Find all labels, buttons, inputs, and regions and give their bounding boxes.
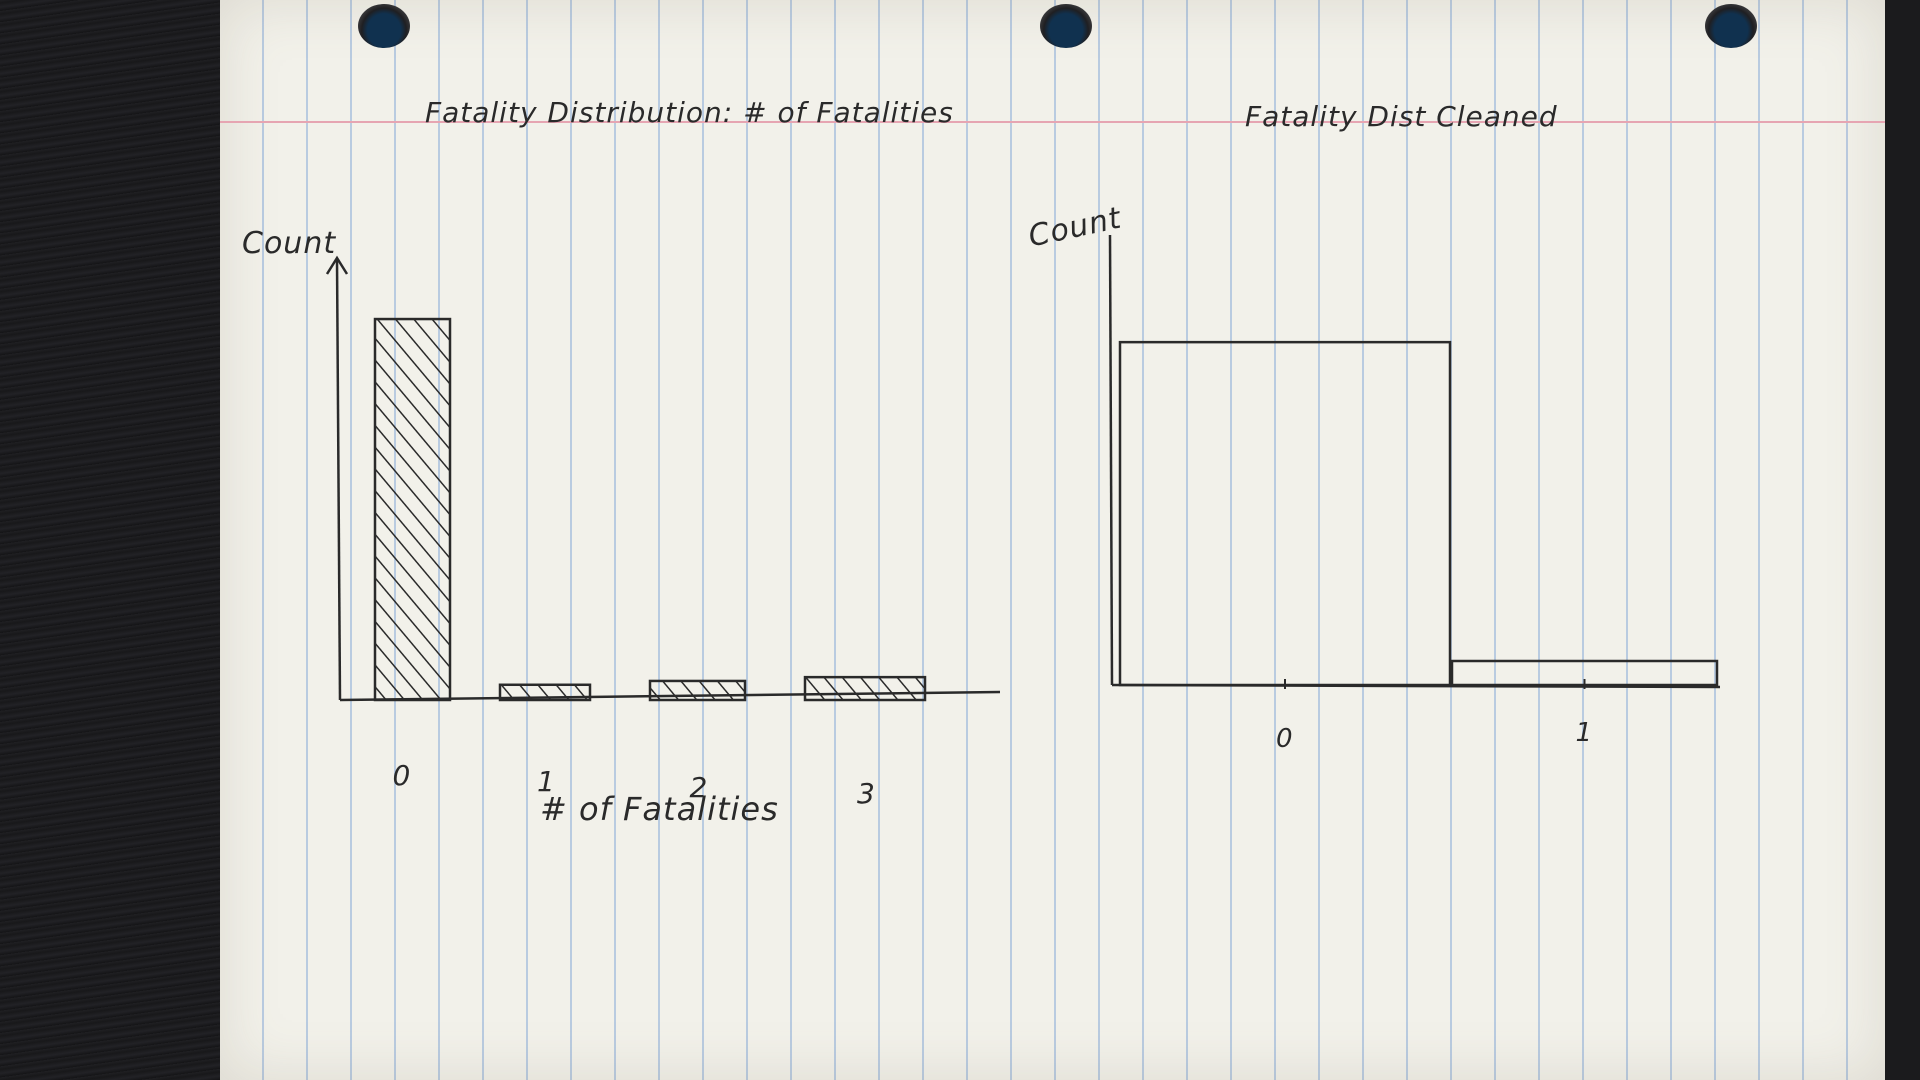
chart1-xlabel: # of Fatalities [540,790,779,828]
notebook-paper [220,0,1885,1080]
paper-margin-line [220,121,1885,123]
chart1-tick-label-0: 0 [393,759,411,792]
desk-surface [0,0,220,1080]
chart1-bar-3 [803,675,927,702]
chart2-tick-label-0: 0 [1276,724,1293,754]
punch-hole [1705,4,1757,48]
chart1-plot: 0 1 2 3 [325,255,1001,810]
chart1-bar-2 [648,679,747,702]
chart1-y-axis-arrow [325,255,349,275]
chart1-bar-0 [373,317,452,702]
punch-hole [1040,4,1092,48]
chart1-y-axis [335,259,342,701]
chart1-title: Fatality Distribution: # of Fatalities [425,96,954,129]
chart1-tick-label-1: 1 [537,765,555,798]
chart2-bar-0 [1118,340,1452,687]
chart1-tick-label-3: 3 [857,777,875,810]
chart1-ylabel: Count [242,226,337,261]
chart1-tick-label-2: 2 [690,771,708,804]
chart1-bar-1 [498,683,592,702]
punch-hole [358,4,410,48]
chart2-tick-label-1: 1 [1576,718,1593,748]
chart2-y-axis [1108,234,1114,686]
chart2-title: Fatality Dist Cleaned [1245,100,1558,133]
